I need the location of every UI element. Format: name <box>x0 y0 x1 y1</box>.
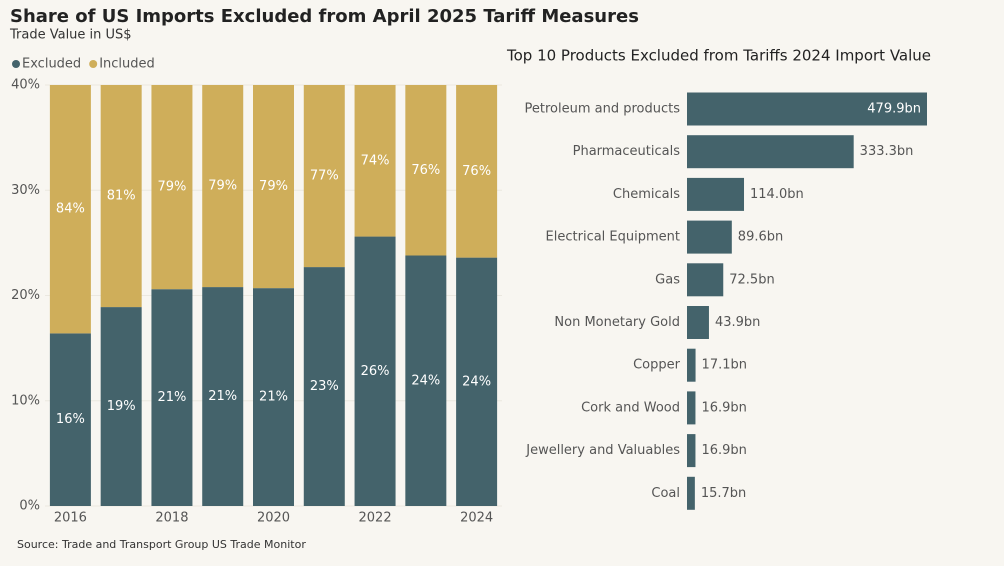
bar <box>687 477 695 510</box>
y-tick-label: Pharmaceuticals <box>573 144 681 159</box>
data-label: 89.6bn <box>738 230 783 245</box>
chart-subtitle: Trade Value in US$ <box>9 28 132 43</box>
y-tick-label: Electrical Equipment <box>546 230 680 245</box>
data-label: 16% <box>56 412 85 427</box>
bar <box>687 306 709 339</box>
legend-label: Included <box>99 57 155 72</box>
x-tick-label: 2018 <box>155 511 188 526</box>
data-label: 76% <box>411 163 440 178</box>
y-tick-label: 20% <box>11 288 40 303</box>
bar <box>687 434 695 467</box>
data-label: 79% <box>157 180 186 195</box>
x-tick-label: 2016 <box>54 511 87 526</box>
data-label: 21% <box>157 390 186 405</box>
y-tick-label: 0% <box>19 499 40 514</box>
source: Source: Trade and Transport Group US Tra… <box>17 538 306 551</box>
bar <box>687 221 732 254</box>
data-label: 15.7bn <box>701 486 746 501</box>
data-label: 21% <box>259 390 288 405</box>
x-tick-label: 2020 <box>257 511 290 526</box>
data-label: 74% <box>361 153 390 168</box>
legend-marker <box>89 60 97 68</box>
data-label: 16.9bn <box>701 400 746 415</box>
y-tick-label: Jewellery and Valuables <box>525 443 680 458</box>
y-tick-label: Non Monetary Gold <box>554 315 680 330</box>
legend-label: Excluded <box>22 57 81 72</box>
bar <box>687 263 723 296</box>
y-tick-label: Copper <box>633 358 681 373</box>
data-label: 24% <box>411 373 440 388</box>
bar <box>687 178 744 211</box>
data-label: 17.1bn <box>702 358 747 373</box>
data-label: 77% <box>310 169 339 184</box>
data-label: 114.0bn <box>750 187 804 202</box>
x-tick-label: 2022 <box>359 511 392 526</box>
bar <box>687 135 854 168</box>
data-label: 76% <box>462 164 491 179</box>
data-label: 16.9bn <box>701 443 746 458</box>
chart-title: Top 10 Products Excluded from Tariffs 20… <box>506 47 931 65</box>
data-label: 21% <box>208 389 237 404</box>
y-tick-label: Petroleum and products <box>525 102 681 117</box>
y-tick-label: Coal <box>651 486 680 501</box>
data-label: 72.5bn <box>729 272 774 287</box>
data-label: 81% <box>107 189 136 204</box>
chart-title: Share of US Imports Excluded from April … <box>10 6 639 27</box>
data-label: 333.3bn <box>860 144 914 159</box>
data-label: 43.9bn <box>715 315 760 330</box>
y-tick-label: Chemicals <box>613 187 680 202</box>
data-label: 26% <box>361 364 390 379</box>
x-tick-label: 2024 <box>460 511 493 526</box>
y-tick-label: Gas <box>655 272 680 287</box>
bar <box>687 391 695 424</box>
y-tick-label: 40% <box>11 78 40 93</box>
chart: Share of US Imports Excluded from April … <box>0 0 1004 566</box>
y-tick-label: 30% <box>11 183 40 198</box>
bar <box>687 349 696 382</box>
data-label: 79% <box>259 179 288 194</box>
legend-marker <box>12 60 20 68</box>
data-label: 24% <box>462 374 491 389</box>
data-label: 79% <box>208 179 237 194</box>
data-label: 84% <box>56 202 85 217</box>
y-tick-label: Cork and Wood <box>581 400 680 415</box>
data-label: 479.9bn <box>867 102 921 117</box>
y-tick-label: 10% <box>11 393 40 408</box>
data-label: 19% <box>107 399 136 414</box>
data-label: 23% <box>310 379 339 394</box>
